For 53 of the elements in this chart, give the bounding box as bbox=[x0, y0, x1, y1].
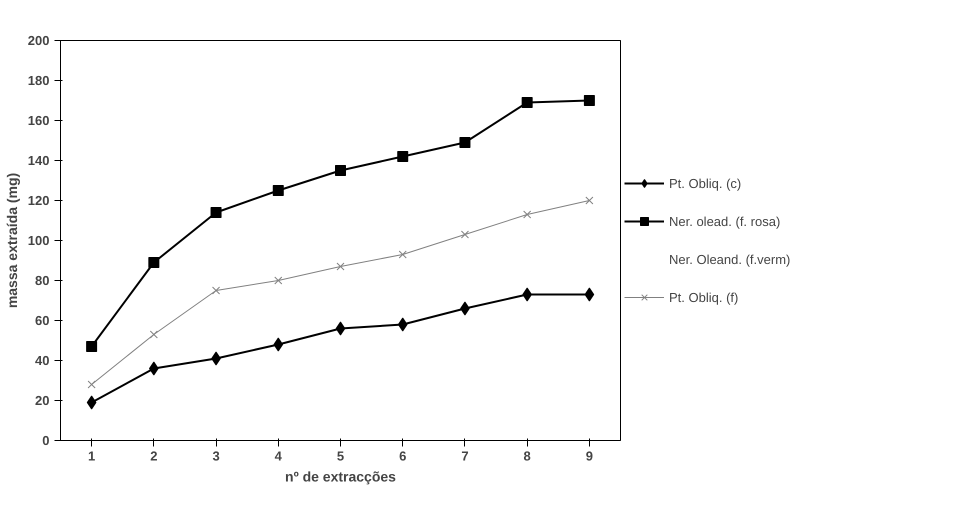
y-tick-label: 0 bbox=[42, 433, 50, 448]
point bbox=[273, 338, 284, 352]
point bbox=[211, 352, 221, 366]
y-tick-label: 120 bbox=[28, 193, 50, 208]
point bbox=[398, 318, 408, 332]
text: Ner. Oleand. (f.verm) bbox=[669, 252, 790, 266]
point bbox=[523, 210, 532, 219]
point bbox=[459, 137, 470, 148]
y-tick-label: 200 bbox=[28, 33, 50, 48]
point bbox=[335, 165, 346, 176]
legend-label: Ner. olead. (f. rosa) bbox=[669, 214, 780, 228]
point bbox=[397, 151, 408, 162]
x-tick-label: 2 bbox=[150, 448, 158, 464]
point bbox=[336, 322, 346, 336]
x-tick-label: 9 bbox=[586, 448, 594, 464]
point bbox=[336, 262, 345, 271]
point bbox=[149, 362, 159, 376]
legend-label: Pt. Obliq. (c) bbox=[669, 176, 742, 190]
point bbox=[274, 276, 282, 285]
point bbox=[88, 380, 96, 389]
point bbox=[585, 196, 594, 205]
y-tick-label: 40 bbox=[35, 353, 50, 368]
y-tick-label: 80 bbox=[35, 273, 50, 288]
point bbox=[86, 341, 98, 352]
point bbox=[460, 302, 470, 316]
point bbox=[148, 257, 160, 268]
legend-label: Pt. Obliq. (f) bbox=[669, 290, 738, 304]
y-tick-label: 140 bbox=[28, 153, 50, 168]
x-tick-label: 8 bbox=[524, 448, 531, 464]
point bbox=[272, 185, 284, 196]
point bbox=[584, 288, 594, 302]
point bbox=[522, 97, 533, 108]
x-tick-label: 5 bbox=[336, 448, 344, 464]
x-tick-label: 3 bbox=[212, 448, 220, 464]
point bbox=[86, 396, 96, 410]
point bbox=[584, 95, 595, 106]
point bbox=[212, 286, 220, 295]
point bbox=[150, 330, 158, 339]
point bbox=[398, 250, 407, 259]
y-axis-title: massa extraída (mg) bbox=[4, 172, 20, 308]
point bbox=[522, 288, 532, 302]
y-tick-label: 20 bbox=[35, 393, 50, 408]
point bbox=[210, 207, 222, 218]
x-axis-title: nº de extracções bbox=[285, 468, 396, 484]
y-tick-label: 180 bbox=[28, 73, 50, 88]
y-tick-label: 100 bbox=[28, 233, 50, 248]
point bbox=[460, 230, 469, 239]
y-tick-label: 60 bbox=[35, 313, 50, 328]
x-tick-label: 6 bbox=[399, 448, 406, 464]
y-tick-label: 160 bbox=[28, 113, 50, 128]
x-tick-label: 1 bbox=[88, 448, 96, 464]
x-tick-label: 7 bbox=[461, 448, 469, 464]
x-tick-label: 4 bbox=[274, 448, 283, 464]
